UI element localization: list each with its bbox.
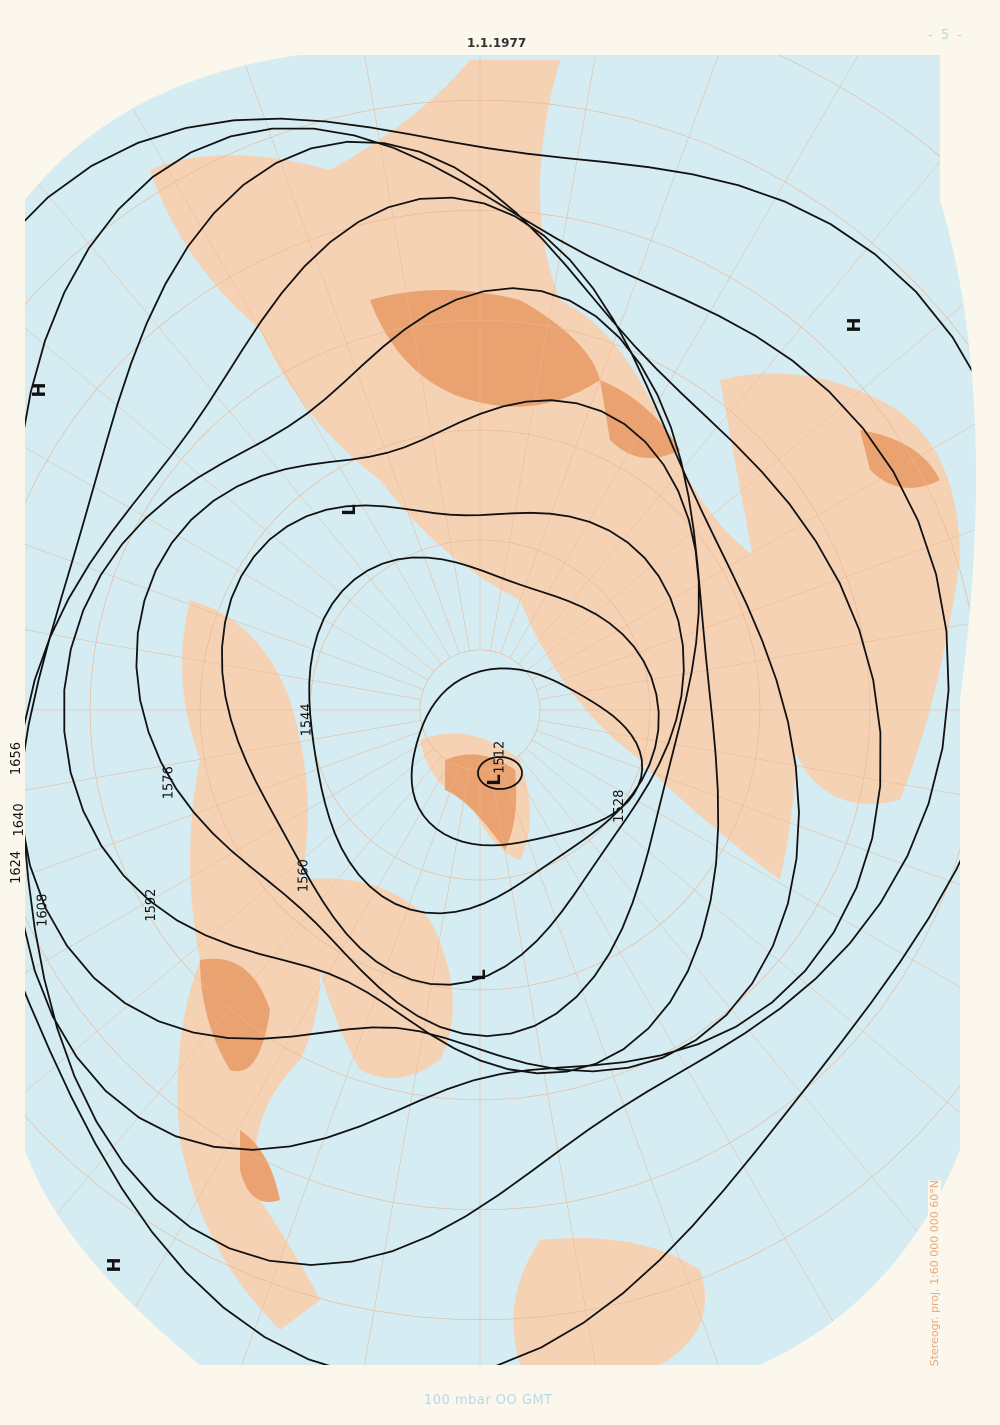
meridian <box>509 761 894 1365</box>
contour-1560 <box>221 504 685 986</box>
contour-1528 <box>410 667 644 847</box>
meridian <box>353 769 470 1365</box>
meridian <box>25 739 429 988</box>
meridian <box>518 90 976 665</box>
contour-1656 <box>25 117 976 1365</box>
meridian <box>25 730 424 885</box>
high-pressure-marker: H <box>29 382 50 397</box>
high-terrain <box>240 1130 280 1202</box>
meridian <box>25 307 435 672</box>
low-pressure-marker: L <box>484 774 505 785</box>
low-pressure-marker: L <box>469 969 490 980</box>
meridian <box>219 766 460 1365</box>
high-terrain <box>200 958 270 1072</box>
projection-scale-text: Stereogr. proj. 1:60 000 000 60°N <box>928 1180 941 1367</box>
page-number: - 5 - <box>928 28 964 43</box>
high-terrain <box>860 430 940 488</box>
height-contours <box>25 117 976 1365</box>
low-pressure-marker: L <box>339 504 360 515</box>
land-area <box>300 878 453 1078</box>
contour-label: 1528 <box>612 790 627 823</box>
meridian <box>25 748 435 1113</box>
contour-label: 1592 <box>144 889 159 922</box>
meridian <box>25 755 442 1283</box>
contour-1512 <box>477 756 523 790</box>
meridian <box>500 766 741 1365</box>
meridian <box>69 55 451 659</box>
meridian <box>509 55 891 659</box>
contour-label: 1544 <box>300 703 315 736</box>
contour-1624 <box>25 140 882 1151</box>
high-terrain <box>370 290 600 407</box>
contour-label: 1512 <box>493 741 508 774</box>
contour-1592 <box>63 287 720 1075</box>
meridian <box>25 137 442 665</box>
meridian <box>536 730 976 900</box>
contour-1608 <box>25 196 800 1073</box>
high-terrain <box>600 380 680 458</box>
contour-label: 1624 <box>9 851 24 884</box>
meridian <box>25 432 429 681</box>
meridian <box>539 720 976 802</box>
meridian <box>490 55 606 651</box>
meridian <box>25 535 424 690</box>
land-masses <box>150 60 960 1365</box>
meridian <box>500 55 739 654</box>
map-date: 1.1.1977 <box>467 36 527 50</box>
contour-label: 1560 <box>296 859 311 892</box>
contour-1576 <box>135 399 700 1038</box>
contour-label: 1608 <box>35 894 50 927</box>
contour-labels: 1512 1528 1544 1560 1576 1592 1608 1624 1640 1656 <box>9 703 627 927</box>
meridian <box>525 748 976 1147</box>
map-caption: 100 mbar OO GMT <box>424 1393 553 1408</box>
high-terrain <box>445 754 517 850</box>
land-area <box>513 1238 705 1365</box>
contour-1640 <box>25 127 950 1266</box>
pressure-systems: H H H L L L <box>29 317 865 1272</box>
contour-1544 <box>308 556 660 915</box>
contour-label: 1640 <box>12 803 27 836</box>
contour-label: 1656 <box>9 742 24 775</box>
meridian <box>531 409 976 681</box>
high-pressure-marker: H <box>844 317 865 332</box>
meridian <box>536 520 976 690</box>
high-pressure-marker: H <box>104 1257 125 1272</box>
meridian <box>25 625 421 700</box>
meridian <box>221 55 460 654</box>
contour-label: 1576 <box>161 766 176 799</box>
land-area <box>150 60 796 880</box>
meridian <box>490 769 607 1365</box>
meridian <box>531 739 976 1011</box>
meridian <box>25 720 421 795</box>
